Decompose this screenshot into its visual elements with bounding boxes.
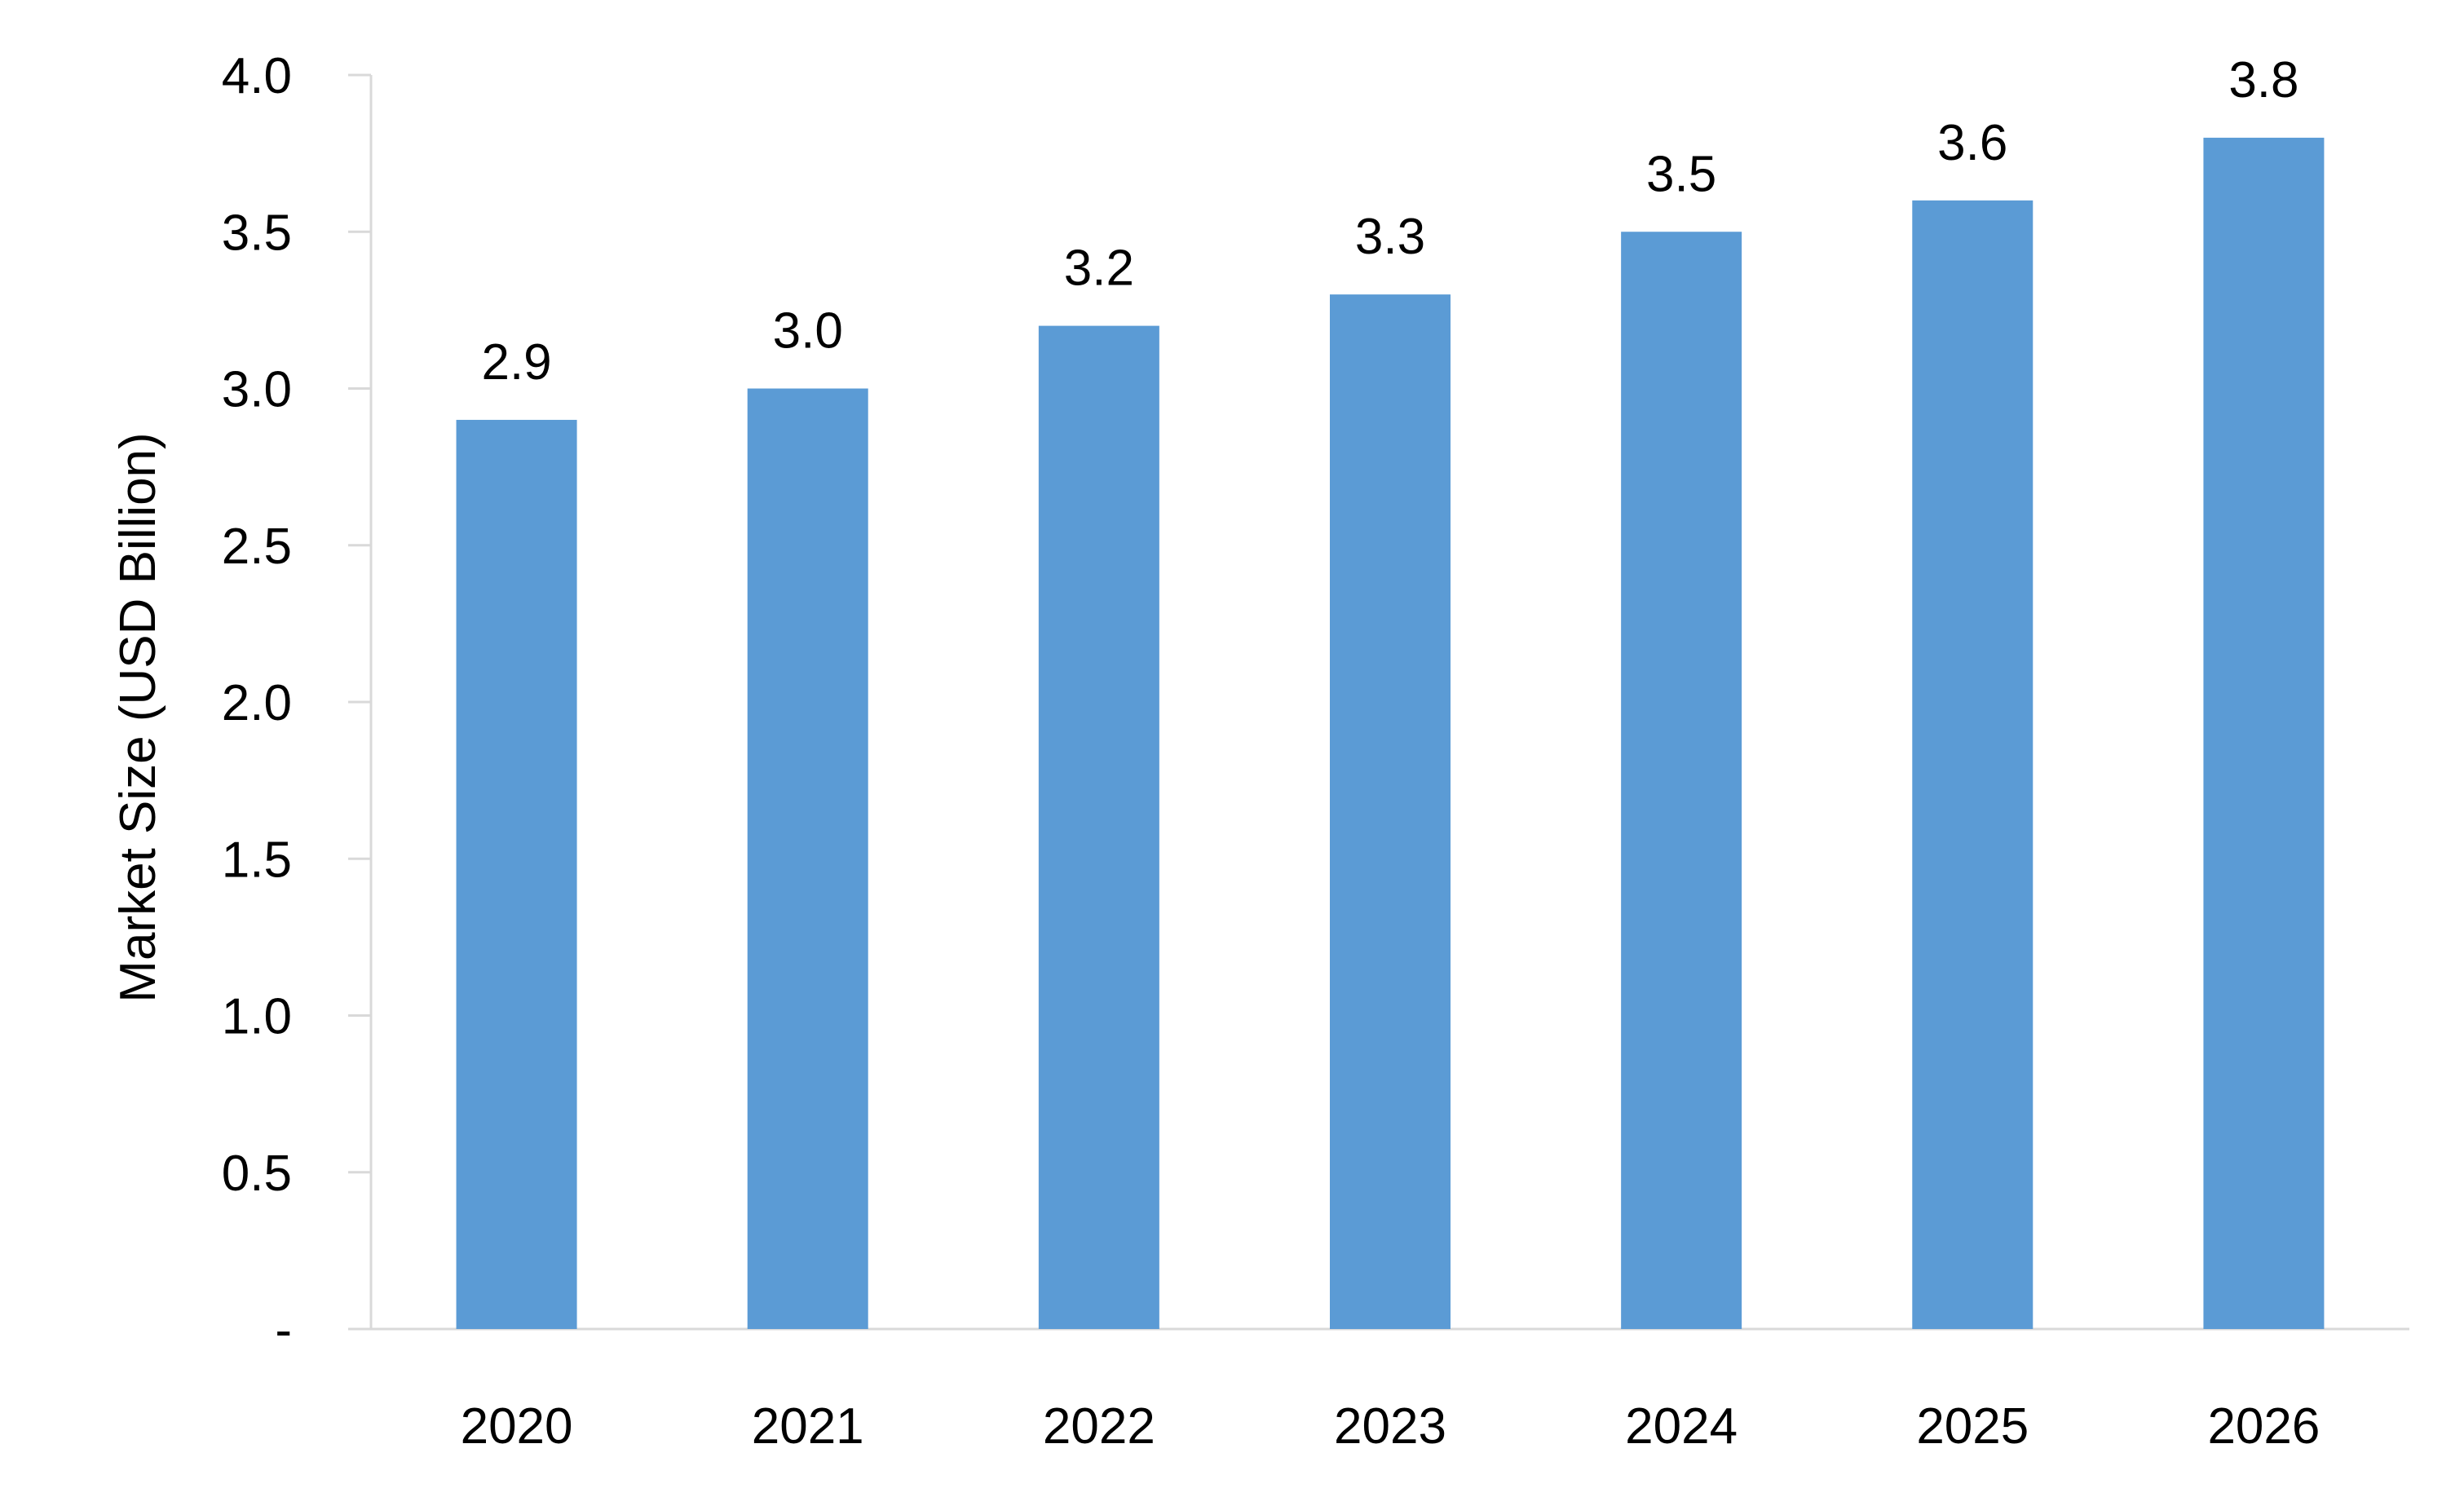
bar-value-label: 3.3: [1355, 209, 1425, 265]
bar: [747, 388, 868, 1329]
x-axis: 2020 2021 2022 2023 2024 2025 2026: [348, 1327, 2409, 1455]
bar: [456, 419, 577, 1330]
x-tick-label: 2026: [2207, 1398, 2320, 1455]
bar: [1330, 294, 1451, 1329]
y-tick-label: 2.5: [222, 519, 292, 575]
x-tick-label: 2024: [1625, 1398, 1738, 1455]
bar-value-label: 3.2: [1064, 241, 1134, 297]
x-tick-label: 2022: [1043, 1398, 1155, 1455]
y-tick-label: 0.5: [222, 1146, 292, 1202]
x-tick-label: 2021: [752, 1398, 864, 1455]
x-tick-label: 2023: [1334, 1398, 1446, 1455]
y-tick-label: 1.5: [222, 832, 292, 888]
bar: [1912, 200, 2033, 1329]
bar-value-label: 2.9: [481, 334, 551, 391]
y-axis: - 0.5 1.0 1.5 2.0 2.5 3.0 3.5 4.0: [222, 48, 373, 1358]
y-tick-label: 2.0: [222, 675, 292, 731]
y-tick-label: 3.0: [222, 362, 292, 418]
y-tick-label: -: [275, 1302, 292, 1358]
bar: [2203, 137, 2325, 1329]
bar: [1621, 232, 1742, 1329]
x-tick-label: 2025: [1916, 1398, 2029, 1455]
bar-value-label: 3.6: [1937, 115, 2007, 171]
bar-value-label: 3.8: [2228, 52, 2298, 108]
bar-series: [456, 137, 2325, 1330]
y-tick-label: 3.5: [222, 205, 292, 261]
data-labels: 2.9 3.0 3.2 3.3 3.5 3.6 3.8: [481, 52, 2298, 391]
bar-value-label: 3.5: [1646, 146, 1716, 202]
y-tick-label: 4.0: [222, 48, 292, 104]
y-tick-label: 1.0: [222, 989, 292, 1045]
x-tick-label: 2020: [461, 1398, 573, 1455]
y-axis-title: Market Size (USD Billion): [110, 432, 166, 1002]
bar: [1038, 325, 1159, 1330]
bar-value-label: 3.0: [773, 303, 843, 360]
